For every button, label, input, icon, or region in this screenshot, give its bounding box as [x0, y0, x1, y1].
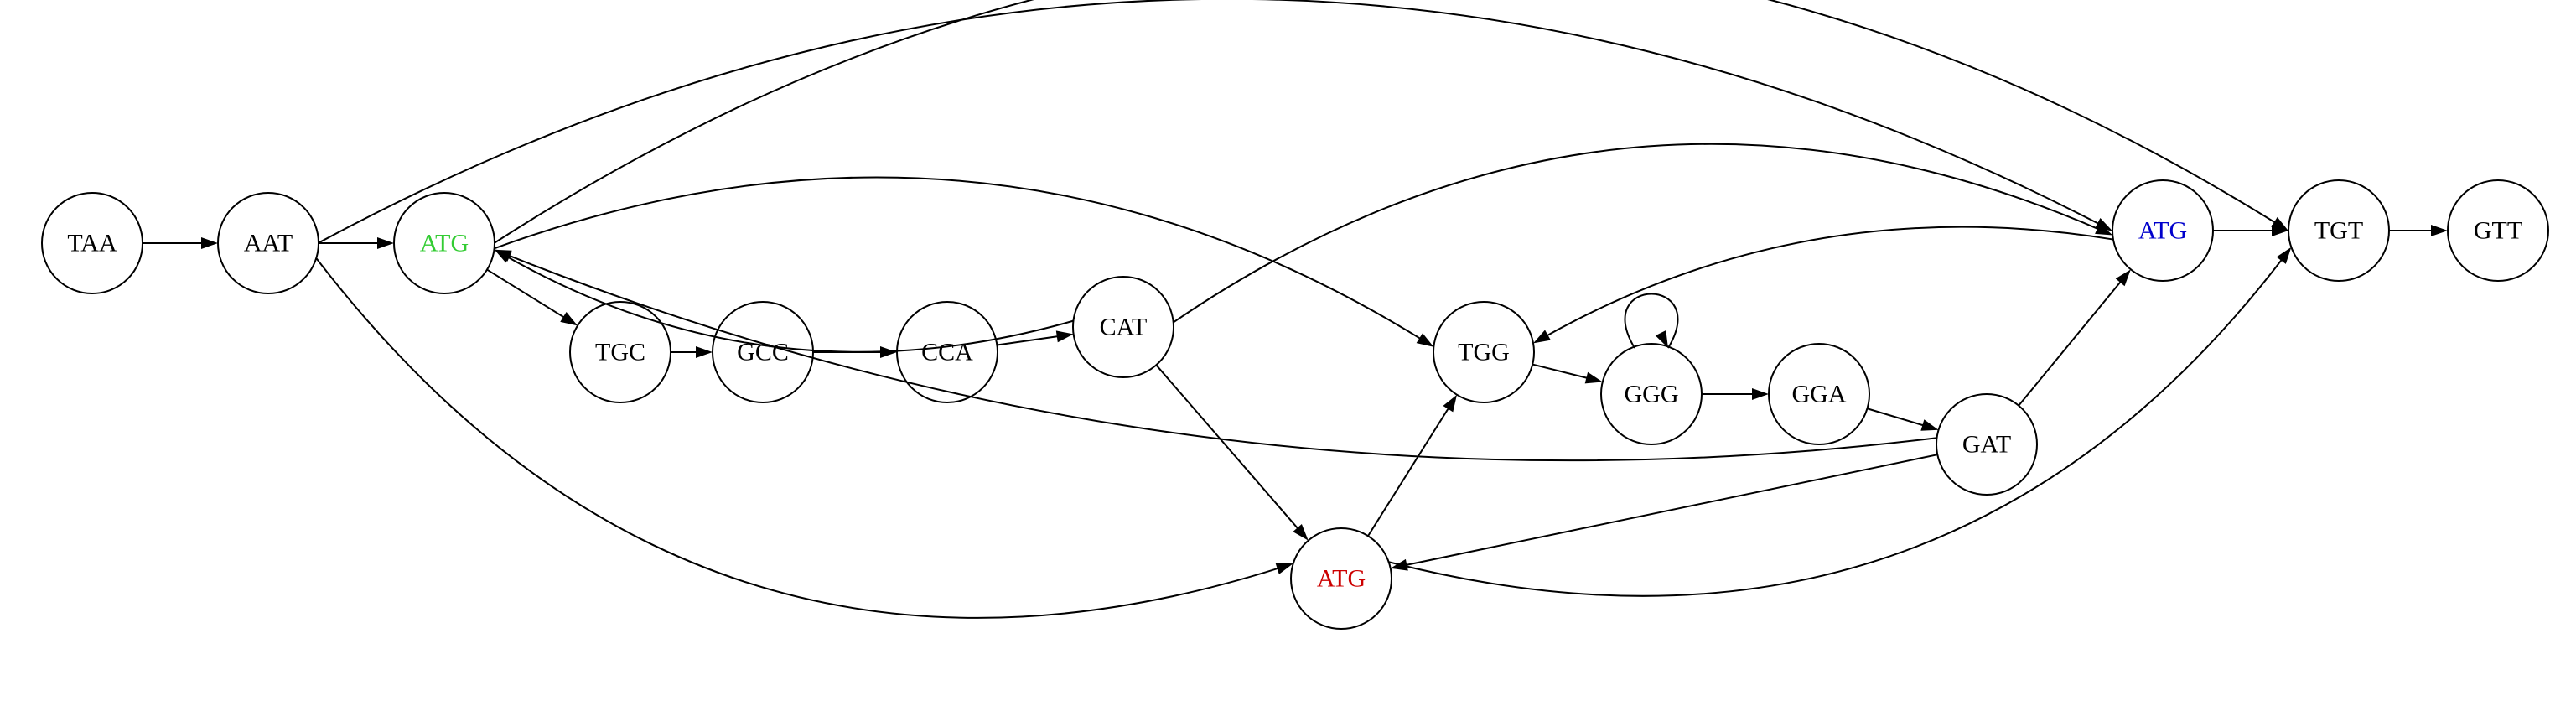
node-TGC: TGC — [570, 302, 671, 402]
node-GTT: GTT — [2448, 180, 2548, 281]
node-TAA: TAA — [42, 193, 143, 293]
node-CAT: CAT — [1073, 277, 1174, 377]
edge-GGA-GAT — [1867, 408, 1930, 428]
node-label: ATG — [2138, 217, 2187, 245]
arrowhead — [560, 312, 578, 325]
arrowhead — [1585, 372, 1603, 384]
node-label: TGT — [2314, 217, 2363, 245]
node-ATGg: ATG — [394, 193, 495, 293]
node-GCC: GCC — [713, 302, 813, 402]
edge-GGG-GGG — [1625, 294, 1677, 349]
edge-GAT-ATGr — [1399, 454, 1938, 567]
arrowhead — [1417, 333, 1434, 347]
node-TGT: TGT — [2288, 180, 2389, 281]
node-label: AAT — [244, 230, 293, 257]
edge-ATGg-TGG — [495, 177, 1427, 342]
node-GGA: GGA — [1769, 344, 1869, 444]
edge-GAT-ATGg — [502, 252, 1937, 460]
codon-graph: TAA AAT ATG TGC GCC CCA CAT TGG GGG GGA GAT ATG ATG T… — [0, 0, 2576, 706]
edge-ATGg-TGC — [487, 270, 570, 322]
edge-GAT-ATGb — [2019, 276, 2125, 406]
arrowhead — [377, 237, 394, 249]
node-label: GGA — [1792, 381, 1847, 408]
node-AAT: AAT — [218, 193, 319, 293]
arrowhead — [1443, 395, 1457, 413]
node-GAT: GAT — [1936, 394, 2037, 495]
node-label: ATG — [420, 230, 469, 257]
node-label: GAT — [1962, 431, 2011, 459]
node-CCA: CCA — [897, 302, 998, 402]
arrowhead — [2431, 225, 2448, 236]
arrowhead — [2277, 247, 2292, 264]
edge-ATGr-TGG — [1368, 402, 1453, 536]
node-label: GCC — [737, 339, 789, 366]
node-label: ATG — [1317, 565, 1366, 593]
edge-AAT-ATGr — [316, 258, 1285, 618]
node-label: GTT — [2474, 217, 2522, 245]
node-ATGb: ATG — [2112, 180, 2213, 281]
node-TGG: TGG — [1433, 302, 1534, 402]
node-layer: TAA AAT ATG TGC GCC CCA CAT TGG GGG GGA GAT ATG ATG T… — [42, 180, 2548, 629]
edge-ATGr-TGT — [1389, 254, 2287, 596]
node-GGG: GGG — [1601, 344, 1702, 444]
arrowhead — [2116, 269, 2131, 286]
edge-AAT-ATGb — [319, 0, 2105, 243]
arrowhead — [201, 237, 218, 249]
node-label: TGC — [595, 339, 645, 366]
node-label: TGG — [1458, 339, 1510, 366]
edge-CAT-ATGg — [501, 253, 1073, 351]
arrowhead — [1056, 330, 1074, 342]
node-ATGr: ATG — [1291, 528, 1392, 629]
node-label: CAT — [1100, 314, 1148, 341]
node-label: TAA — [67, 230, 117, 257]
edge-ATGb-TGG — [1541, 227, 2113, 340]
node-label: GGG — [1625, 381, 1679, 408]
edge-CAT-ATGr — [1156, 365, 1303, 534]
edge-layer — [143, 0, 2448, 618]
arrowhead — [1752, 388, 1769, 400]
arrowhead — [696, 346, 713, 358]
arrowhead — [1533, 330, 1551, 343]
arrowhead — [1920, 419, 1938, 430]
node-label: CCA — [921, 339, 973, 366]
edge-TGG-GGG — [1532, 365, 1594, 380]
